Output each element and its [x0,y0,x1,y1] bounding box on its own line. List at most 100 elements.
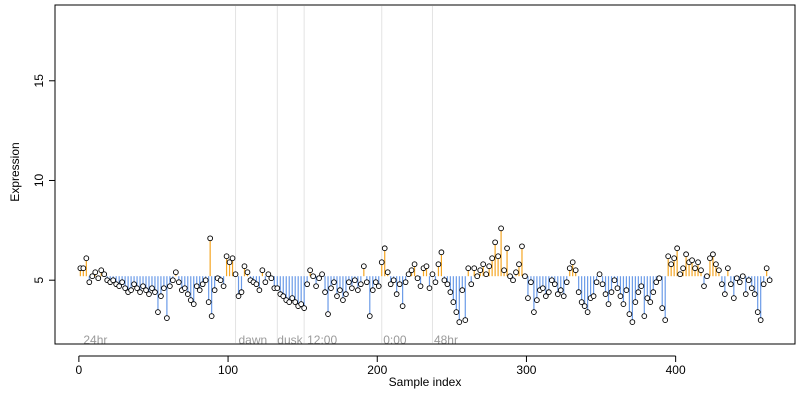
data-point [316,275,322,282]
data-point [217,277,224,284]
data-point [441,277,448,284]
data-point [510,277,516,284]
data-point [659,305,666,311]
y-tick-label: 10 [32,173,46,187]
data-point [375,283,382,290]
data-point [742,291,749,297]
data-point [465,265,472,272]
data-point [486,263,493,270]
data-point [468,281,475,288]
data-point [229,255,236,262]
data-point [733,275,740,282]
data-point [748,285,755,292]
data-point [86,279,93,286]
data-point [259,267,266,274]
annotation-label: 0:00 [383,333,407,347]
data-point [644,295,651,301]
y-axis-title: Expression [8,142,22,201]
data-point [414,275,421,282]
data-point [187,297,194,303]
data-point [525,295,531,301]
data-point [310,273,316,280]
data-point [730,295,737,301]
data-point [140,283,146,290]
data-point [355,287,361,294]
data-point [128,287,134,294]
x-tick-label: 300 [516,363,536,377]
data-point [95,275,102,282]
annotation-label: 12:00 [307,333,337,347]
data-point [366,313,373,319]
data-point [262,279,269,286]
data-point [119,279,125,286]
data-point [471,265,478,272]
annotation-label: dusk [277,333,303,347]
data-point [516,261,522,268]
data-point [207,235,214,242]
data-point [599,281,606,288]
data-point [152,289,158,296]
data-point [408,267,415,274]
data-point [489,255,495,262]
data-point [531,309,537,315]
data-point [617,293,624,299]
data-point [641,313,648,319]
data-point [435,261,442,268]
data-point [390,277,397,284]
data-point [557,287,564,294]
data-point [432,279,439,286]
data-point [372,279,379,286]
data-point [349,285,355,292]
annotation-label: dawn [239,333,268,347]
data-point [710,251,716,258]
data-point [298,301,305,307]
data-point [89,273,96,280]
x-tick-label: 0 [76,363,83,377]
data-point [590,293,597,299]
data-point [522,273,528,280]
y-tick-label: 15 [32,74,46,88]
data-point [662,317,669,323]
data-point [665,253,672,260]
data-point [241,263,248,270]
data-point [674,245,680,252]
data-point [507,273,513,280]
data-point [629,319,636,325]
data-point [369,287,376,294]
data-point [719,281,725,288]
data-point [357,281,364,288]
x-tick-label: 100 [218,363,238,377]
data-point [387,281,394,288]
data-point [235,293,242,299]
x-axis: 0 100 200 300 400 [76,355,686,377]
data-point [181,285,188,292]
data-point [172,269,179,276]
data-point [483,271,490,278]
data-point [614,285,621,292]
data-point [322,289,328,296]
data-point [605,301,612,307]
data-point [745,277,752,284]
data-point [80,265,87,272]
data-point [695,259,701,266]
data-point [542,293,549,299]
data-point [360,263,367,270]
data-point [704,273,710,280]
data-point [707,255,713,262]
data-point [280,293,287,299]
data-point [208,313,215,319]
data-point [92,269,99,276]
data-point [722,291,728,297]
data-point [423,263,430,270]
data-point [626,311,633,317]
data-point [193,283,200,290]
data-point [134,285,140,292]
data-point [286,299,293,305]
data-point [313,283,319,290]
data-point [205,299,212,305]
data-point [393,291,400,297]
data-point [635,289,642,296]
data-point [680,265,686,272]
data-point [727,281,734,288]
data-point [426,285,433,292]
